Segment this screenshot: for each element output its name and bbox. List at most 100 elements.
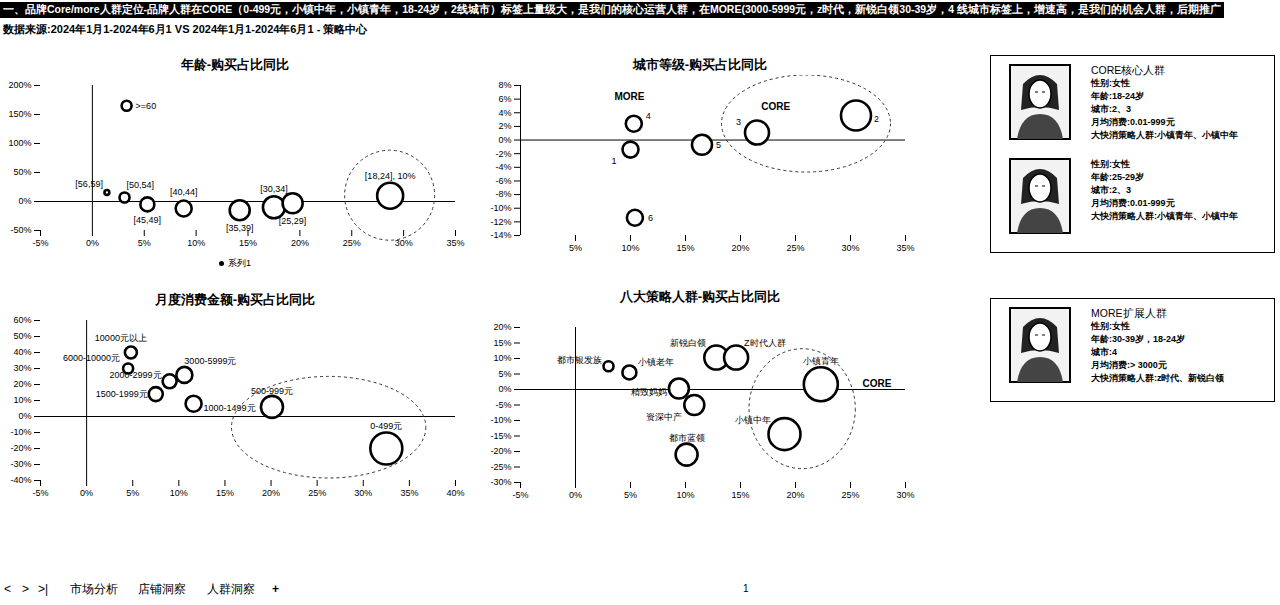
svg-text:-40%: -40% xyxy=(10,475,31,485)
svg-text:-5%: -5% xyxy=(32,488,48,498)
svg-text:1000-1499元: 1000-1499元 xyxy=(204,403,256,413)
svg-text:10%: 10% xyxy=(170,488,188,498)
svg-text:15%: 15% xyxy=(676,243,694,253)
svg-text:8%: 8% xyxy=(498,80,511,90)
svg-text:0%: 0% xyxy=(86,238,99,248)
svg-text:40%: 40% xyxy=(446,488,464,498)
svg-text:0%: 0% xyxy=(569,490,582,500)
svg-text:6000-10000元: 6000-10000元 xyxy=(63,353,120,363)
svg-text:20%: 20% xyxy=(13,379,31,389)
svg-text:5%: 5% xyxy=(138,238,151,248)
svg-text:小镇中年: 小镇中年 xyxy=(735,415,771,425)
svg-text:-6%: -6% xyxy=(495,176,511,186)
svg-text:0%: 0% xyxy=(80,488,93,498)
svg-text:15%: 15% xyxy=(731,490,749,500)
svg-text:10%: 10% xyxy=(493,353,511,363)
svg-text:40%: 40% xyxy=(13,347,31,357)
svg-text:30%: 30% xyxy=(354,488,372,498)
svg-text:25%: 25% xyxy=(841,490,859,500)
svg-text:小镇老年: 小镇老年 xyxy=(638,357,674,367)
svg-text:[56,59]: [56,59] xyxy=(75,179,103,189)
svg-text:6%: 6% xyxy=(498,94,511,104)
svg-text:-12%: -12% xyxy=(490,217,511,227)
svg-text:[35,39]: [35,39] xyxy=(226,223,254,233)
svg-text:-20%: -20% xyxy=(10,443,31,453)
svg-text:500-999元: 500-999元 xyxy=(251,386,293,396)
svg-text:-30%: -30% xyxy=(490,477,511,487)
svg-text:1500-1999元: 1500-1999元 xyxy=(96,389,148,399)
svg-text:150%: 150% xyxy=(8,109,31,119)
svg-text:新锐白领: 新锐白领 xyxy=(670,338,706,348)
svg-text:>=60: >=60 xyxy=(136,101,157,111)
svg-text:-5%: -5% xyxy=(32,238,48,248)
svg-text:[40,44]: [40,44] xyxy=(170,187,198,197)
svg-text:-10%: -10% xyxy=(490,203,511,213)
svg-text:30%: 30% xyxy=(13,363,31,373)
svg-text:-20%: -20% xyxy=(490,446,511,456)
svg-text:10%: 10% xyxy=(13,395,31,405)
svg-text:-8%: -8% xyxy=(495,189,511,199)
svg-text:5: 5 xyxy=(716,140,721,150)
svg-text:[18,24], 10%: [18,24], 10% xyxy=(365,171,416,181)
svg-text:20%: 20% xyxy=(786,490,804,500)
svg-text:0-499元: 0-499元 xyxy=(370,421,402,431)
svg-text:20%: 20% xyxy=(262,488,280,498)
svg-text:25%: 25% xyxy=(786,243,804,253)
svg-text:2000-2999元: 2000-2999元 xyxy=(110,370,162,380)
svg-text:-5%: -5% xyxy=(512,490,528,500)
svg-text:15%: 15% xyxy=(216,488,234,498)
svg-text:0%: 0% xyxy=(18,411,31,421)
svg-text:4: 4 xyxy=(646,111,651,121)
svg-text:小镇青年: 小镇青年 xyxy=(803,356,839,366)
svg-text:Z时代人群: Z时代人群 xyxy=(744,338,786,348)
svg-text:-2%: -2% xyxy=(495,149,511,159)
svg-text:0%: 0% xyxy=(498,135,511,145)
svg-text:10%: 10% xyxy=(187,238,205,248)
svg-text:资深中产: 资深中产 xyxy=(646,412,682,422)
svg-text:-10%: -10% xyxy=(490,415,511,425)
svg-text:-4%: -4% xyxy=(495,162,511,172)
svg-text:都市蓝领: 都市蓝领 xyxy=(669,433,705,443)
svg-text:20%: 20% xyxy=(493,322,511,332)
svg-text:10%: 10% xyxy=(676,490,694,500)
svg-text:35%: 35% xyxy=(896,243,914,253)
svg-text:3: 3 xyxy=(736,117,741,127)
svg-text:10000元以上: 10000元以上 xyxy=(95,333,147,343)
svg-text:-30%: -30% xyxy=(10,459,31,469)
svg-text:5%: 5% xyxy=(569,243,582,253)
svg-text:35%: 35% xyxy=(400,488,418,498)
svg-text:5%: 5% xyxy=(126,488,139,498)
svg-text:5%: 5% xyxy=(624,490,637,500)
svg-text:15%: 15% xyxy=(239,238,257,248)
svg-text:CORE: CORE xyxy=(761,101,790,112)
svg-text:20%: 20% xyxy=(731,243,749,253)
svg-text:6: 6 xyxy=(648,213,653,223)
svg-text:[30,34]: [30,34] xyxy=(260,184,288,194)
svg-text:-10%: -10% xyxy=(10,427,31,437)
svg-text:1: 1 xyxy=(611,156,616,166)
svg-text:60%: 60% xyxy=(13,315,31,325)
svg-text:精致妈妈: 精致妈妈 xyxy=(631,387,667,397)
svg-text:[25,29]: [25,29] xyxy=(279,216,307,226)
svg-text:0%: 0% xyxy=(18,196,31,206)
svg-text:35%: 35% xyxy=(446,238,464,248)
svg-text:-14%: -14% xyxy=(490,230,511,240)
svg-text:CORE: CORE xyxy=(862,378,891,389)
svg-text:50%: 50% xyxy=(13,331,31,341)
svg-text:0%: 0% xyxy=(498,384,511,394)
svg-text:都市银发族: 都市银发族 xyxy=(557,355,602,365)
svg-text:3000-5999元: 3000-5999元 xyxy=(184,356,236,366)
svg-text:[50,54]: [50,54] xyxy=(127,180,155,190)
svg-text:2: 2 xyxy=(874,114,879,124)
svg-text:50%: 50% xyxy=(13,167,31,177)
svg-text:25%: 25% xyxy=(308,488,326,498)
svg-text:2%: 2% xyxy=(498,121,511,131)
svg-text:200%: 200% xyxy=(8,80,31,90)
svg-text:4%: 4% xyxy=(498,108,511,118)
svg-text:[45,49]: [45,49] xyxy=(134,215,162,225)
svg-text:100%: 100% xyxy=(8,138,31,148)
svg-text:30%: 30% xyxy=(896,490,914,500)
svg-text:-50%: -50% xyxy=(10,225,31,235)
svg-text:20%: 20% xyxy=(291,238,309,248)
svg-text:15%: 15% xyxy=(493,338,511,348)
